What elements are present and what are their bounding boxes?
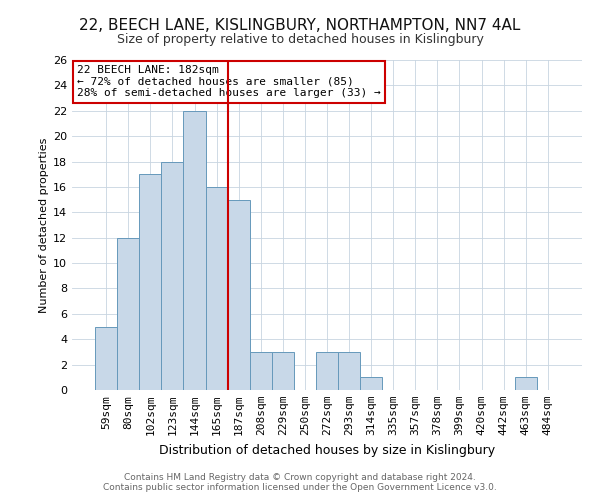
Text: 22 BEECH LANE: 182sqm
← 72% of detached houses are smaller (85)
28% of semi-deta: 22 BEECH LANE: 182sqm ← 72% of detached … xyxy=(77,65,381,98)
Bar xyxy=(139,174,161,390)
Bar xyxy=(360,378,382,390)
Bar xyxy=(272,352,294,390)
Text: Size of property relative to detached houses in Kislingbury: Size of property relative to detached ho… xyxy=(116,32,484,46)
Bar xyxy=(161,162,184,390)
Text: Contains public sector information licensed under the Open Government Licence v3: Contains public sector information licen… xyxy=(103,482,497,492)
Bar xyxy=(515,378,537,390)
Y-axis label: Number of detached properties: Number of detached properties xyxy=(39,138,49,312)
Bar xyxy=(95,326,117,390)
Bar xyxy=(206,187,227,390)
Bar xyxy=(338,352,360,390)
Bar xyxy=(316,352,338,390)
Text: Contains HM Land Registry data © Crown copyright and database right 2024.: Contains HM Land Registry data © Crown c… xyxy=(124,472,476,482)
X-axis label: Distribution of detached houses by size in Kislingbury: Distribution of detached houses by size … xyxy=(159,444,495,456)
Bar xyxy=(227,200,250,390)
Bar xyxy=(117,238,139,390)
Bar xyxy=(184,111,206,390)
Bar xyxy=(250,352,272,390)
Text: 22, BEECH LANE, KISLINGBURY, NORTHAMPTON, NN7 4AL: 22, BEECH LANE, KISLINGBURY, NORTHAMPTON… xyxy=(79,18,521,32)
